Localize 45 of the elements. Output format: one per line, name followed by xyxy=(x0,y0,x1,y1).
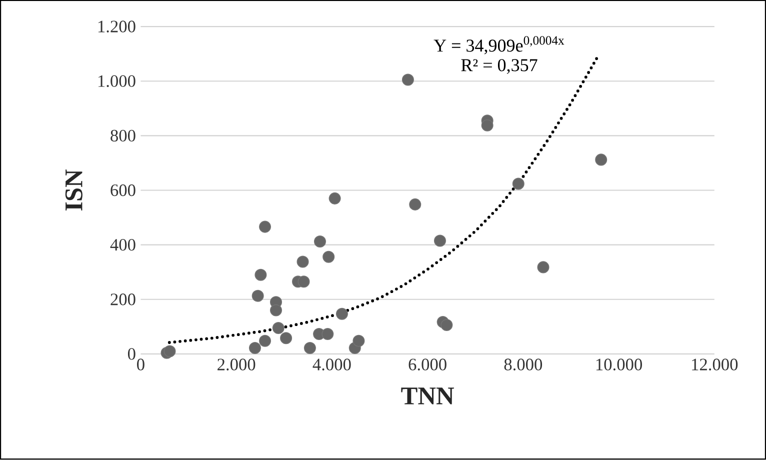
y-tick-label: 0 xyxy=(128,348,136,360)
y-tick-label: 600 xyxy=(110,184,136,196)
x-tick-label: 2.000 xyxy=(218,358,256,371)
point xyxy=(322,251,335,264)
x-tick-label: 12.000 xyxy=(692,358,738,371)
point xyxy=(254,269,267,282)
y-tick-label: 200 xyxy=(110,294,136,306)
point xyxy=(322,328,334,340)
y-tick-label: 800 xyxy=(110,130,136,142)
point xyxy=(512,178,524,190)
point xyxy=(248,342,261,354)
point xyxy=(402,74,414,86)
point xyxy=(481,120,494,132)
point xyxy=(298,276,310,288)
annotation: Y = 34,909e$^{0,0004x}$ xyxy=(434,36,564,54)
x-axis-title: TNN xyxy=(401,388,454,404)
point xyxy=(314,236,326,248)
point xyxy=(304,342,316,354)
point xyxy=(296,256,309,268)
y-axis-title: ISN xyxy=(65,170,82,211)
x-tick-label: 4.000 xyxy=(312,358,351,371)
point xyxy=(270,304,282,316)
point xyxy=(440,319,453,332)
point xyxy=(537,261,550,274)
y-tick-label: 1.200 xyxy=(98,20,136,33)
y-tick-label: 400 xyxy=(110,239,136,251)
x-tick-label: 0 xyxy=(137,358,144,371)
x-tick-label: 10.000 xyxy=(596,358,642,371)
point xyxy=(259,335,272,348)
annotation: R² = 0,357 xyxy=(461,59,538,74)
point xyxy=(352,335,365,348)
y-tick-label: 1.000 xyxy=(98,75,136,88)
point xyxy=(328,192,341,205)
point xyxy=(280,332,292,344)
point xyxy=(272,322,284,334)
point xyxy=(259,220,272,234)
point xyxy=(252,290,264,302)
point xyxy=(336,308,348,320)
point xyxy=(434,234,446,247)
line-series xyxy=(168,55,600,344)
x-tick-label: 8.000 xyxy=(504,358,542,371)
point xyxy=(164,345,176,358)
x-tick-label: 6.000 xyxy=(408,358,446,371)
point xyxy=(595,154,608,166)
point xyxy=(409,198,422,211)
